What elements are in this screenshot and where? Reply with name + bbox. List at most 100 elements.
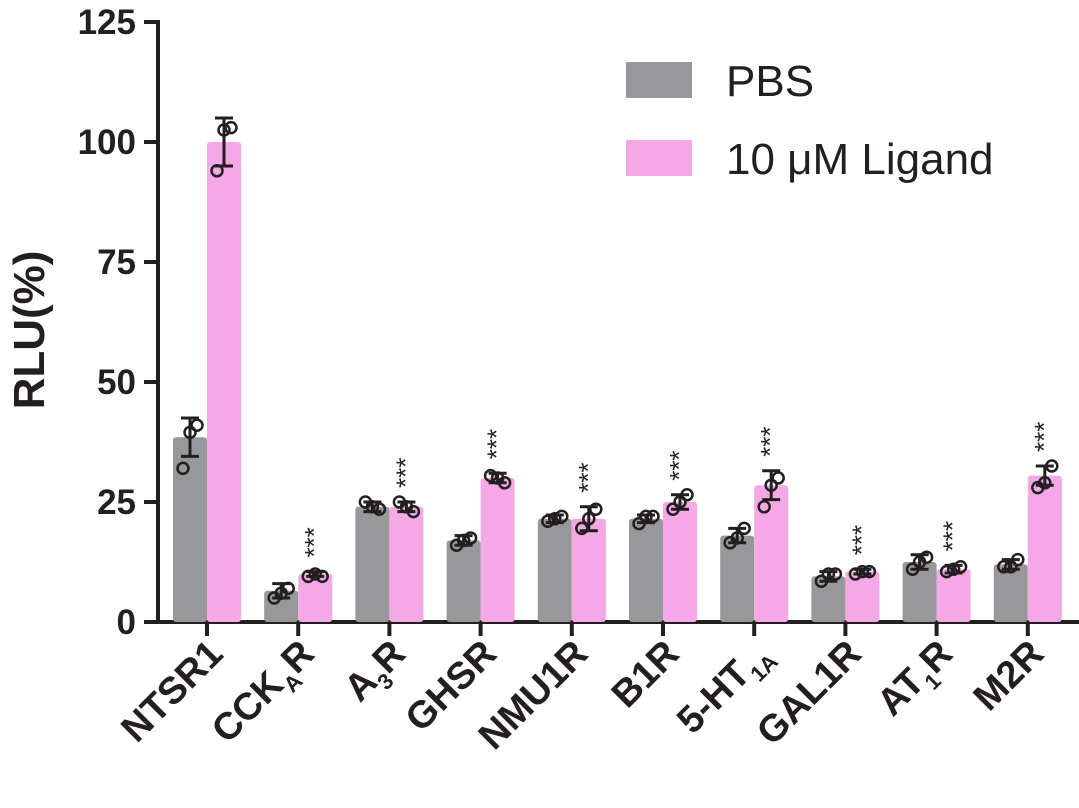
data-point <box>224 120 238 135</box>
data-point <box>862 564 877 579</box>
y-axis-title: RLU(%) <box>5 251 54 410</box>
x-tick-label: B1R <box>604 633 687 716</box>
data-point <box>1038 476 1052 490</box>
data-point <box>217 123 231 137</box>
data-point <box>814 574 829 588</box>
legend-label: 10 μM Ligand <box>726 135 994 184</box>
data-point <box>176 461 190 476</box>
data-point <box>821 567 836 581</box>
data-point <box>399 500 414 514</box>
y-tick-label: 75 <box>97 243 136 282</box>
bar-pbs <box>173 437 207 622</box>
significance-label: *** <box>482 429 512 459</box>
data-point <box>365 500 380 514</box>
significance-label: *** <box>846 525 876 555</box>
data-point <box>757 500 771 514</box>
significance-label: *** <box>938 521 968 551</box>
bar-pbs <box>993 564 1028 622</box>
data-point <box>575 521 589 536</box>
data-point <box>301 569 315 584</box>
bar-pbs <box>537 518 572 622</box>
x-tick-label: CCKAR <box>204 633 327 756</box>
x-tick-label: AT1R <box>869 633 965 729</box>
data-point <box>680 488 694 502</box>
data-point <box>939 564 954 579</box>
data-point <box>463 531 478 545</box>
y-tick-label: 0 <box>117 603 136 642</box>
bar-ligand <box>936 569 971 622</box>
bar-pbs <box>446 540 481 622</box>
bar-pbs <box>902 562 937 622</box>
data-point <box>639 509 653 524</box>
bar-pbs <box>720 535 755 622</box>
data-point <box>730 531 744 545</box>
bar-ligand <box>1027 475 1062 622</box>
data-point <box>1004 560 1018 574</box>
bar-ligand <box>207 142 241 622</box>
bar-ligand <box>663 502 697 622</box>
legend-swatch <box>626 62 692 98</box>
bars <box>173 142 1062 622</box>
data-point <box>737 521 751 536</box>
data-point <box>1045 459 1059 473</box>
legend: PBS 10 μM Ligand <box>626 57 994 184</box>
data-point <box>315 569 329 584</box>
y-tick-label: 100 <box>78 123 136 162</box>
data-point <box>210 164 224 178</box>
data-point <box>308 567 322 581</box>
significance-label: *** <box>1029 422 1059 452</box>
data-point <box>548 512 562 526</box>
data-point <box>855 564 870 579</box>
data-point <box>771 471 785 485</box>
bar-ligand <box>571 518 606 622</box>
bar-ligand <box>754 485 789 622</box>
error-bars <box>181 116 1054 600</box>
data-point <box>483 468 498 483</box>
significance-label: *** <box>390 458 420 488</box>
data-point <box>764 478 778 492</box>
bar-ligand <box>845 571 880 622</box>
bar-ligand <box>298 574 333 622</box>
data-point <box>555 509 569 524</box>
bar-ligand <box>389 506 424 622</box>
data-point <box>666 502 680 516</box>
data-points <box>176 120 1059 605</box>
y-tick-label: 25 <box>97 483 136 522</box>
data-point <box>582 512 596 526</box>
x-tick-label: NTSR1 <box>114 633 232 751</box>
significance-label: *** <box>299 527 329 557</box>
data-point <box>541 514 555 528</box>
data-point <box>372 502 387 516</box>
data-point <box>632 516 646 531</box>
x-tick-label: GAL1R <box>749 633 870 754</box>
data-point <box>673 495 687 509</box>
data-point <box>456 533 471 548</box>
bar-pbs <box>811 576 846 622</box>
data-point <box>848 567 863 581</box>
bar-pbs <box>355 506 390 622</box>
data-point <box>912 555 927 569</box>
data-point <box>953 560 968 574</box>
data-point <box>997 560 1011 574</box>
data-point <box>183 425 197 440</box>
significance-label: *** <box>755 426 785 456</box>
data-point <box>946 562 961 576</box>
data-point <box>490 471 505 485</box>
data-point <box>589 502 603 516</box>
bar-pbs <box>629 518 663 622</box>
x-tick-label: M2R <box>966 633 1052 719</box>
data-point <box>905 562 920 576</box>
data-point <box>274 586 288 600</box>
data-point <box>1011 552 1025 567</box>
significance-label: *** <box>573 462 603 492</box>
significance-label: *** <box>664 450 694 480</box>
significance-marks: *** *** *** *** *** *** *** *** *** <box>299 422 1059 558</box>
data-point <box>828 567 843 581</box>
data-point <box>646 509 660 524</box>
y-tick-label: 125 <box>78 3 136 42</box>
legend-label: PBS <box>726 57 814 106</box>
data-point <box>190 418 204 432</box>
bar-ligand <box>480 478 515 622</box>
